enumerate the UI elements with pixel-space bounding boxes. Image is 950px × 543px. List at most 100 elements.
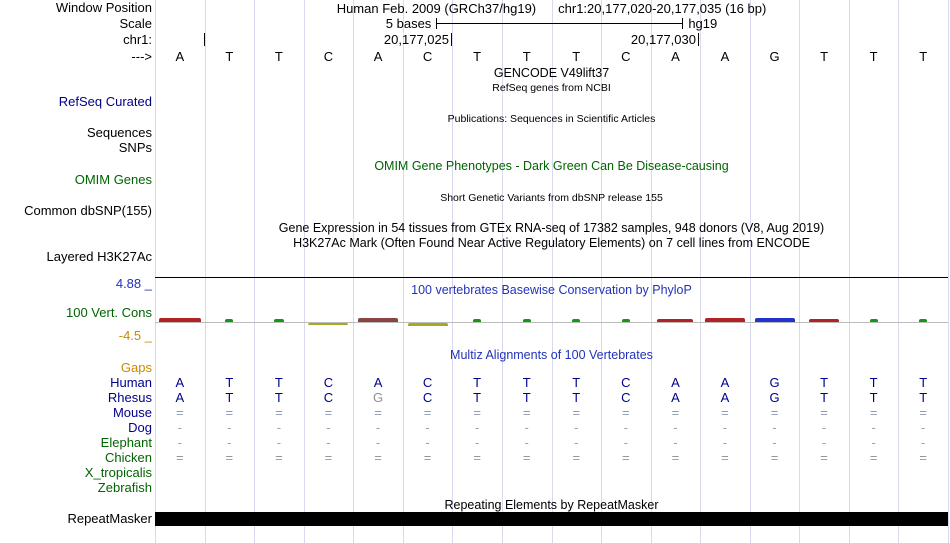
alignment-cell: T bbox=[572, 375, 581, 390]
grid-line bbox=[452, 0, 454, 543]
alignment-cell: T bbox=[473, 390, 482, 405]
alignment-cell: = bbox=[423, 450, 432, 465]
track-label-snps[interactable]: SNPs bbox=[118, 140, 152, 155]
track-label-100-vert-cons[interactable]: 100 Vert. Cons bbox=[66, 305, 152, 320]
alignment-cell: - bbox=[673, 435, 678, 450]
track-title-repeats[interactable]: Repeating Elements by RepeatMasker bbox=[444, 498, 659, 512]
track-title-dbsnp[interactable]: Short Genetic Variants from dbSNP releas… bbox=[440, 192, 663, 204]
alignment-cell: T bbox=[522, 375, 531, 390]
ruler-tick bbox=[451, 33, 452, 46]
conservation-mark bbox=[919, 319, 928, 322]
alignment-cell: = bbox=[572, 450, 581, 465]
alignment-cell: A bbox=[175, 375, 185, 390]
track-label-omim-genes[interactable]: OMIM Genes bbox=[74, 172, 152, 187]
track-title-omim[interactable]: OMIM Gene Phenotypes - Dark Green Can Be… bbox=[374, 159, 729, 173]
alignment-cell: T bbox=[522, 390, 531, 405]
track-title-publications[interactable]: Publications: Sequences in Scientific Ar… bbox=[447, 113, 656, 125]
species-label-chicken[interactable]: Chicken bbox=[105, 450, 152, 465]
conservation-mark bbox=[809, 319, 840, 322]
scale-bar-line bbox=[437, 22, 683, 24]
track-title-phylop[interactable]: 100 vertebrates Basewise Conservation by… bbox=[411, 283, 692, 297]
alignment-cell: = bbox=[225, 405, 234, 420]
alignment-cell: = bbox=[721, 450, 729, 465]
alignment-cell: T bbox=[869, 390, 878, 405]
alignment-cell: - bbox=[722, 420, 728, 435]
track-label-sequences[interactable]: Sequences bbox=[86, 125, 152, 140]
track-title-gencode[interactable]: GENCODE V49lift37 bbox=[493, 66, 610, 80]
alignment-cell: T bbox=[572, 390, 581, 405]
grid-line bbox=[848, 0, 850, 543]
ruler-coordinate-right: 20,177,030 bbox=[630, 32, 696, 47]
grid-line bbox=[700, 0, 702, 543]
alignment-cell: A bbox=[373, 375, 383, 390]
track-title-gtex[interactable]: Gene Expression in 54 tissues from GTEx … bbox=[278, 221, 825, 235]
species-label-zebrafish[interactable]: Zebrafish bbox=[97, 480, 152, 495]
alignment-cell: - bbox=[623, 420, 629, 435]
alignment-cell: - bbox=[177, 420, 182, 435]
grid-line bbox=[204, 0, 206, 543]
alignment-cell: - bbox=[326, 435, 331, 450]
ruler-coordinate-left: 20,177,025 bbox=[383, 32, 449, 47]
track-label-repeatmasker[interactable]: RepeatMasker bbox=[67, 511, 152, 526]
alignment-cell: G bbox=[769, 390, 780, 405]
alignment-row-elephant: ---------------- bbox=[155, 436, 948, 450]
conservation-mark bbox=[225, 319, 234, 322]
alignment-cell: = bbox=[820, 405, 828, 420]
alignment-cell: - bbox=[871, 420, 876, 435]
alignment-cell: - bbox=[821, 420, 827, 435]
genome-build-text: hg19 bbox=[688, 15, 718, 31]
track-label-layered-h3k27ac[interactable]: Layered H3K27Ac bbox=[46, 249, 152, 264]
alignment-row-x_tropicalis bbox=[155, 466, 948, 480]
alignment-cell: T bbox=[274, 390, 283, 405]
grid-line bbox=[799, 0, 801, 543]
alignment-cell: T bbox=[274, 375, 283, 390]
alignment-cell: T bbox=[820, 375, 829, 390]
alignment-cell: A bbox=[720, 390, 730, 405]
alignment-cell: - bbox=[375, 435, 381, 450]
track-subtitle-refseq[interactable]: RefSeq genes from NCBI bbox=[492, 82, 611, 94]
ruler-tick bbox=[204, 33, 205, 46]
ruler-base: T bbox=[919, 49, 928, 64]
species-label-mouse[interactable]: Mouse bbox=[112, 405, 152, 420]
alignment-cell: G bbox=[769, 375, 780, 390]
repeatmasker-bar[interactable] bbox=[155, 512, 948, 526]
grid-line bbox=[948, 0, 949, 543]
alignment-cell: = bbox=[671, 450, 680, 465]
grid-line bbox=[155, 0, 156, 543]
scale-bar bbox=[436, 17, 684, 29]
conservation-track[interactable] bbox=[155, 311, 948, 337]
alignment-cell: = bbox=[770, 450, 779, 465]
ruler-base: C bbox=[323, 49, 334, 64]
strand-label: ---> bbox=[131, 49, 152, 64]
assembly-text: Human Feb. 2009 (GRCh37/hg19) bbox=[336, 1, 537, 16]
alignment-cell: C bbox=[621, 390, 631, 405]
alignment-cell: = bbox=[175, 405, 184, 420]
alignment-cell: - bbox=[623, 435, 629, 450]
conservation-mark bbox=[621, 319, 630, 322]
track-label-gaps[interactable]: Gaps bbox=[120, 360, 152, 375]
ruler-base: A bbox=[671, 49, 680, 64]
track-title-h3k27ac[interactable]: H3K27Ac Mark (Often Found Near Active Re… bbox=[293, 236, 810, 250]
conservation-mark bbox=[273, 319, 284, 322]
track-label-refseq-curated[interactable]: RefSeq Curated bbox=[58, 94, 152, 109]
alignment-cell: C bbox=[422, 375, 433, 390]
alignment-cell: = bbox=[671, 405, 680, 420]
species-label-dog[interactable]: Dog bbox=[128, 420, 152, 435]
conservation-mark bbox=[473, 319, 482, 322]
species-label-x_tropicalis[interactable]: X_tropicalis bbox=[84, 465, 152, 480]
alignment-cell: A bbox=[671, 390, 680, 405]
track-title-multiz[interactable]: Multiz Alignments of 100 Vertebrates bbox=[450, 348, 653, 362]
grid-line bbox=[353, 0, 355, 543]
alignment-cell: - bbox=[574, 435, 579, 450]
species-label-human[interactable]: Human bbox=[110, 375, 152, 390]
alignment-cell: T bbox=[820, 390, 829, 405]
species-label-elephant[interactable]: Elephant bbox=[100, 435, 152, 450]
conservation-mark bbox=[869, 319, 878, 322]
track-label-common-dbsnp[interactable]: Common dbSNP(155) bbox=[24, 203, 152, 218]
conservation-max-value: 4.88 _ bbox=[115, 276, 152, 291]
alignment-cell: - bbox=[474, 420, 480, 435]
species-label-rhesus[interactable]: Rhesus bbox=[107, 390, 152, 405]
conservation-mark bbox=[522, 319, 531, 322]
ruler-base: T bbox=[522, 49, 531, 64]
grid-line bbox=[501, 0, 503, 543]
